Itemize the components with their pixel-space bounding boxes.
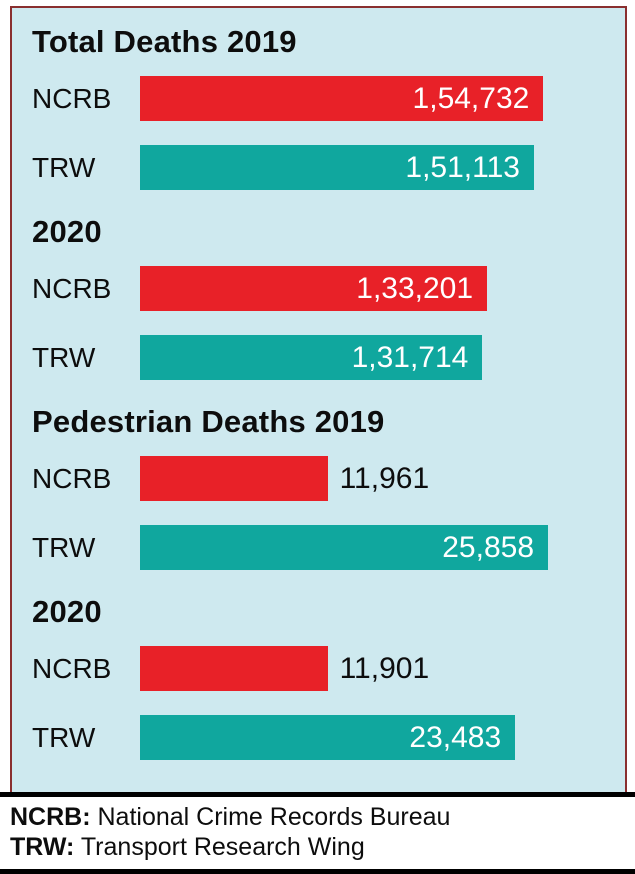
bar-value: 1,54,732: [412, 81, 530, 115]
bar-track: 11,901: [140, 646, 609, 691]
bar-track: 1,51,113: [140, 145, 609, 190]
bar-value: 1,31,714: [351, 340, 469, 374]
bar-label: TRW: [32, 341, 96, 373]
section-title: 2020: [32, 214, 102, 249]
chart-section: 2020 NCRB 1,33,201 TRW 1,31,714: [32, 214, 609, 380]
bar-label: TRW: [32, 721, 96, 753]
bar: 1,31,714: [140, 335, 483, 380]
chart-section: Pedestrian Deaths 2019 NCRB 11,961 TRW 25,85…: [32, 404, 609, 570]
bar: [140, 646, 328, 691]
footnotes: NCRB: National Crime Records Bureau TRW: …: [10, 802, 625, 862]
bar: 1,33,201: [140, 266, 488, 311]
bar-value: 11,961: [339, 461, 430, 495]
footnote-line: TRW: Transport Research Wing: [10, 833, 365, 861]
bar-label: NCRB: [32, 462, 112, 494]
bar-label: NCRB: [32, 82, 112, 114]
bar-row: TRW 1,51,113: [32, 145, 609, 190]
chart-section: Total Deaths 2019 NCRB 1,54,732 TRW 1,51,113: [32, 24, 609, 190]
legend-footer: NCRB: National Crime Records Bureau TRW: …: [0, 792, 635, 874]
bar-row: NCRB 1,54,732: [32, 76, 609, 121]
section-title: 2020: [32, 594, 102, 629]
bar-value: 23,483: [409, 720, 502, 754]
bar-track: 1,33,201: [140, 266, 609, 311]
bar: 23,483: [140, 715, 516, 760]
section-title: Pedestrian Deaths 2019: [32, 404, 385, 439]
bar: 1,54,732: [140, 76, 544, 121]
bar: 1,51,113: [140, 145, 534, 190]
footnote-line: NCRB: National Crime Records Bureau: [10, 803, 451, 831]
bar-track: 1,31,714: [140, 335, 609, 380]
bar: 25,858: [140, 525, 549, 570]
bar-track: 11,961: [140, 456, 609, 501]
bar-label: TRW: [32, 531, 96, 563]
bar-track: 25,858: [140, 525, 609, 570]
footnote-abbr: TRW:: [10, 833, 75, 861]
bar-track: 23,483: [140, 715, 609, 760]
bar-value: 25,858: [442, 530, 535, 564]
bar-value: 11,901: [339, 651, 430, 685]
bar-label: TRW: [32, 151, 96, 183]
bar-row: TRW 25,858: [32, 525, 609, 570]
bar-label: NCRB: [32, 272, 112, 304]
chart-sections: Total Deaths 2019 NCRB 1,54,732 TRW 1,51,113…: [32, 24, 609, 760]
bar-label: NCRB: [32, 652, 112, 684]
bar-value: 1,33,201: [356, 271, 474, 305]
chart-panel: Total Deaths 2019 NCRB 1,54,732 TRW 1,51,113…: [10, 6, 627, 792]
section-title: Total Deaths 2019: [32, 24, 297, 59]
bar-row: TRW 1,31,714: [32, 335, 609, 380]
bar: [140, 456, 328, 501]
bar-row: NCRB 11,901: [32, 646, 609, 691]
bar-row: TRW 23,483: [32, 715, 609, 760]
bar-value: 1,51,113: [405, 150, 520, 184]
bar-row: NCRB 11,961: [32, 456, 609, 501]
chart-section: 2020 NCRB 11,901 TRW 23,483: [32, 594, 609, 760]
bar-track: 1,54,732: [140, 76, 609, 121]
bar-row: NCRB 1,33,201: [32, 266, 609, 311]
footnote-abbr: NCRB:: [10, 803, 91, 831]
